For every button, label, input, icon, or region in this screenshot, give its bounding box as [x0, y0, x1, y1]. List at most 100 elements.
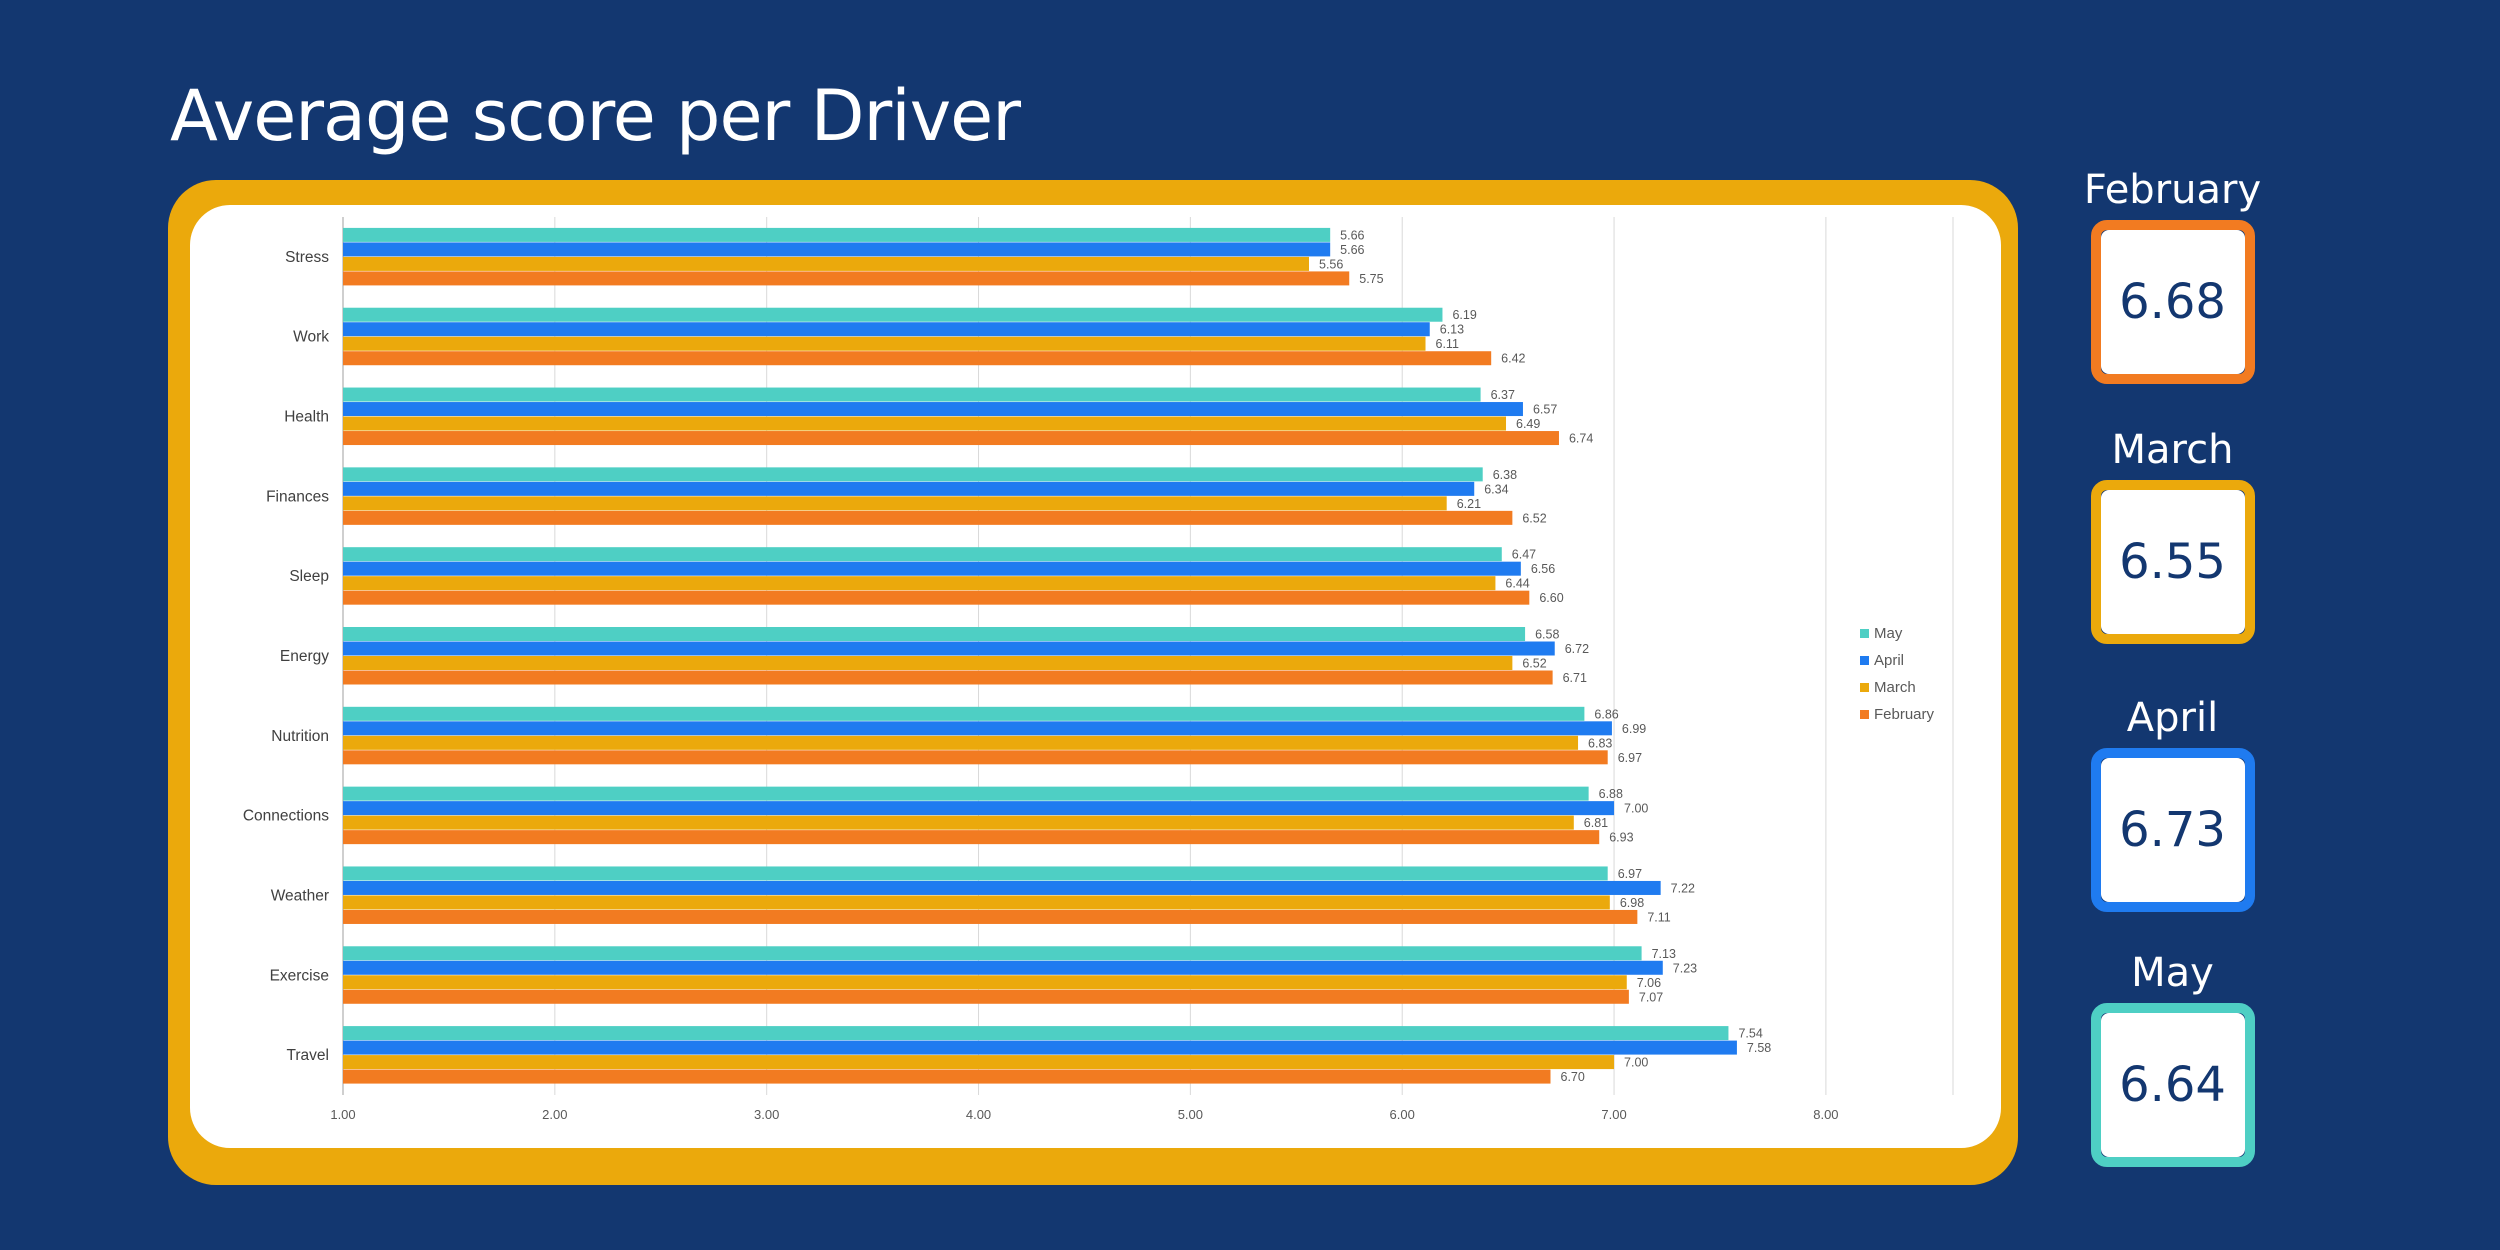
data-label: 6.57: [1533, 403, 1557, 417]
data-label: 6.42: [1501, 352, 1525, 366]
legend-swatch-april: [1860, 656, 1869, 665]
month-card-label: May: [2131, 950, 2214, 996]
category-label: Nutrition: [271, 728, 329, 745]
category-label: Energy: [280, 648, 329, 665]
data-label: 6.97: [1618, 867, 1642, 881]
category-label: Weather: [271, 887, 329, 904]
bar-april: [343, 322, 1430, 337]
data-label: 7.22: [1671, 881, 1695, 895]
chart-legend: May April March February: [1860, 620, 1934, 728]
category-label: Health: [284, 409, 329, 426]
data-label: 6.86: [1594, 707, 1618, 721]
x-tick-label: 5.00: [1178, 1107, 1203, 1122]
data-label: 6.74: [1569, 432, 1593, 446]
bar-march: [343, 895, 1610, 910]
bar-march: [343, 975, 1627, 990]
month-card-box: 6.55: [2090, 480, 2255, 644]
bar-february: [343, 989, 1629, 1004]
data-label: 6.19: [1452, 308, 1476, 322]
bar-may: [343, 627, 1526, 641]
month-card-label: April: [2126, 695, 2219, 741]
bar-february: [343, 830, 1600, 845]
month-card-february: February 6.68: [2070, 160, 2275, 384]
bar-april: [343, 242, 1331, 257]
data-label: 5.66: [1340, 228, 1364, 242]
bar-march: [343, 656, 1513, 670]
bar-february: [343, 351, 1492, 366]
bar-may: [343, 866, 1608, 881]
data-label: 6.71: [1563, 671, 1587, 685]
bar-april: [343, 721, 1612, 736]
month-card-value: 6.73: [2100, 758, 2245, 902]
month-card-value: 6.55: [2100, 490, 2245, 634]
bar-april: [343, 641, 1555, 656]
month-card-box: 6.73: [2090, 748, 2255, 912]
month-card-box: 6.68: [2090, 220, 2255, 384]
category-label: Finances: [266, 488, 329, 505]
data-label: 7.06: [1637, 976, 1661, 990]
category-label: Connections: [243, 808, 329, 825]
data-label: 6.83: [1588, 736, 1612, 750]
data-label: 6.93: [1609, 831, 1633, 845]
data-label: 6.97: [1618, 751, 1642, 765]
bar-may: [343, 307, 1443, 322]
category-label: Stress: [285, 249, 329, 266]
month-card-value: 6.64: [2100, 1013, 2245, 1157]
bar-february: [343, 750, 1608, 765]
month-card-march: March 6.55: [2070, 420, 2275, 644]
bar-may: [343, 946, 1642, 961]
bar-march: [343, 256, 1309, 271]
legend-swatch-march: [1860, 683, 1869, 692]
category-label: Work: [293, 329, 329, 346]
data-label: 6.52: [1522, 657, 1546, 671]
data-label: 6.88: [1599, 787, 1623, 801]
month-card-value: 6.68: [2100, 230, 2245, 374]
data-label: 6.58: [1535, 628, 1559, 642]
data-label: 7.13: [1652, 947, 1676, 961]
data-label: 5.75: [1359, 272, 1383, 286]
category-label: Exercise: [270, 967, 329, 984]
month-card-label: February: [2083, 167, 2262, 213]
month-card-may: May 6.64: [2070, 943, 2275, 1167]
legend-item-march: March: [1860, 674, 1934, 701]
category-label: Travel: [287, 1047, 330, 1064]
bar-may: [343, 227, 1331, 242]
legend-item-february: February: [1860, 701, 1934, 728]
data-label: 6.34: [1484, 482, 1508, 496]
data-label: 6.37: [1491, 388, 1515, 402]
x-tick-label: 3.00: [754, 1107, 779, 1122]
x-tick-label: 8.00: [1813, 1107, 1838, 1122]
bar-february: [343, 670, 1553, 685]
bar-may: [343, 786, 1589, 801]
bar-march: [343, 735, 1579, 750]
bar-february: [343, 909, 1638, 924]
category-label: Sleep: [289, 568, 329, 585]
bar-march: [343, 576, 1496, 591]
data-label: 6.98: [1620, 896, 1644, 910]
bar-may: [343, 1026, 1729, 1041]
legend-label: February: [1874, 706, 1935, 723]
bar-may: [343, 547, 1502, 562]
legend-label: April: [1874, 652, 1905, 669]
data-label: 6.38: [1493, 468, 1517, 482]
data-label: 7.54: [1738, 1027, 1762, 1041]
data-label: 6.72: [1565, 642, 1589, 656]
bar-may: [343, 467, 1483, 482]
bar-february: [343, 271, 1350, 286]
bar-march: [343, 336, 1426, 351]
bar-april: [343, 880, 1661, 895]
bar-february: [343, 510, 1513, 525]
legend-swatch-may: [1860, 629, 1869, 638]
legend-label: May: [1874, 625, 1903, 642]
page-title: Average score per Driver: [170, 75, 1021, 157]
x-tick-label: 1.00: [330, 1107, 355, 1122]
bar-february: [343, 431, 1559, 446]
data-label: 7.11: [1647, 910, 1670, 924]
data-label: 7.00: [1624, 1056, 1648, 1070]
data-label: 5.66: [1340, 243, 1364, 257]
month-card-april: April 6.73: [2070, 688, 2275, 912]
bar-april: [343, 960, 1663, 975]
data-label: 7.23: [1673, 961, 1697, 975]
data-label: 6.56: [1531, 562, 1555, 576]
data-label: 6.70: [1561, 1070, 1585, 1084]
